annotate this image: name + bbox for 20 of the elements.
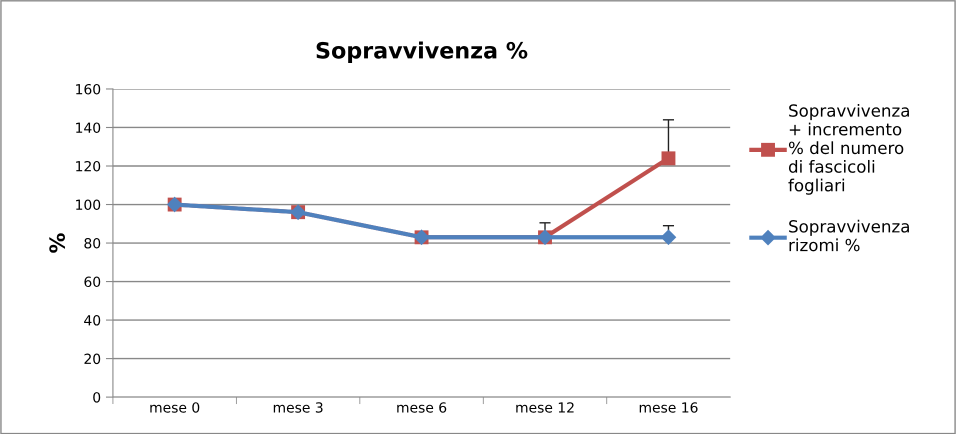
legend-label: Sopravvivenza + incremento % del numero di fascicoli fogliari: [788, 104, 909, 195]
point: [660, 230, 676, 245]
legend-label: Sopravvivenza rizomi %: [789, 220, 909, 252]
x-tick-label: mese 12: [516, 402, 574, 413]
x-tick-label: mese 0: [150, 402, 200, 413]
chart-title: Sopravvivenza %: [316, 42, 528, 64]
x-tick-label: mese 6: [397, 402, 446, 413]
y-tick-label: 100: [76, 199, 100, 210]
y-axis-title: %: [49, 233, 66, 253]
y-tick-label: 20: [84, 354, 100, 364]
y-tick-label: 0: [93, 392, 100, 403]
y-tick-label: 40: [84, 315, 100, 326]
y-tick-label: 120: [76, 160, 100, 172]
y-tick-label: 140: [76, 122, 100, 133]
y-tick-label: 60: [84, 276, 100, 288]
y-tick-label: 80: [84, 238, 100, 249]
y-tick-label: 160: [76, 84, 100, 94]
x-tick-label: mese 16: [640, 402, 698, 413]
point: [662, 151, 676, 166]
x-tick-label: mese 3: [274, 402, 323, 413]
